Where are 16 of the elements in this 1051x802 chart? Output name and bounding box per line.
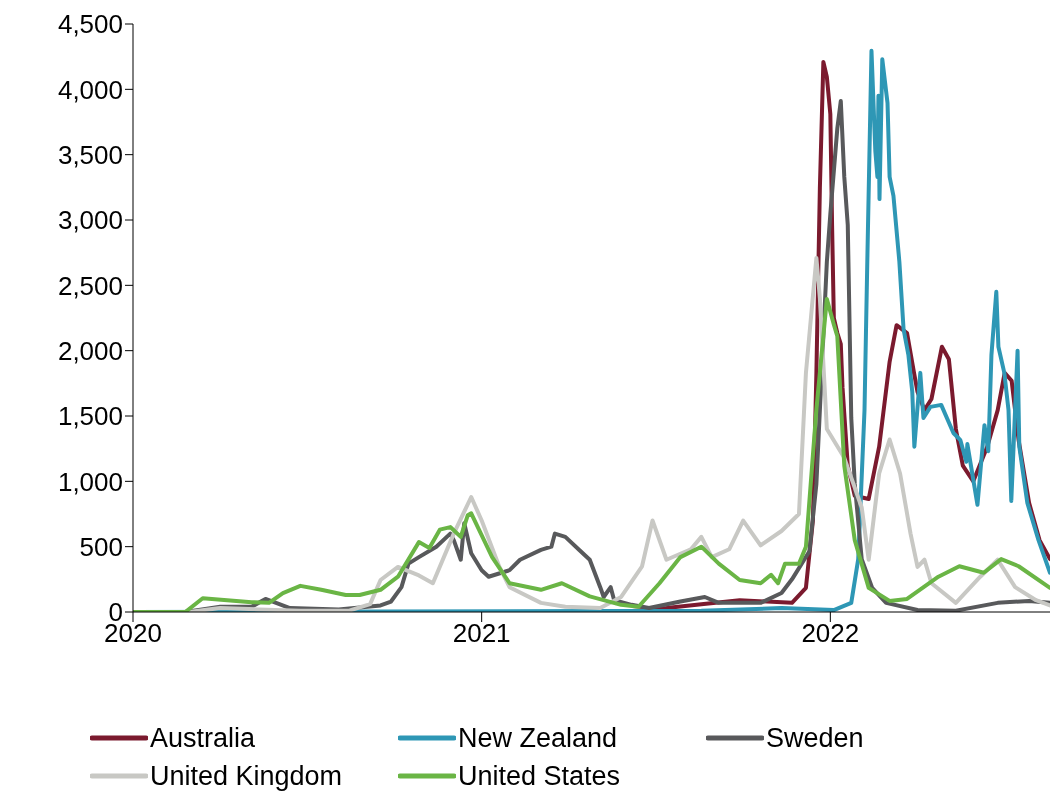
y-tick-label: 2,500 xyxy=(57,270,123,301)
y-tick-label: 3,500 xyxy=(57,139,123,170)
legend-label: United Kingdom xyxy=(150,760,343,792)
x-tick-label: 2021 xyxy=(452,618,511,649)
legend-label: Australia xyxy=(150,722,256,754)
x-tick-label: 2022 xyxy=(801,618,860,649)
y-tick-label: 3,000 xyxy=(57,205,123,236)
legend-label: United States xyxy=(458,760,621,792)
legend-label: New Zealand xyxy=(458,722,618,754)
legend-label: Sweden xyxy=(766,722,864,754)
y-tick-label: 4,500 xyxy=(57,9,123,40)
y-tick-label: 500 xyxy=(79,531,123,562)
y-tick-label: 1,000 xyxy=(57,466,123,497)
y-tick-label: 1,500 xyxy=(57,401,123,432)
y-tick-label: 2,000 xyxy=(57,335,123,366)
y-tick-label: 4,000 xyxy=(57,74,123,105)
